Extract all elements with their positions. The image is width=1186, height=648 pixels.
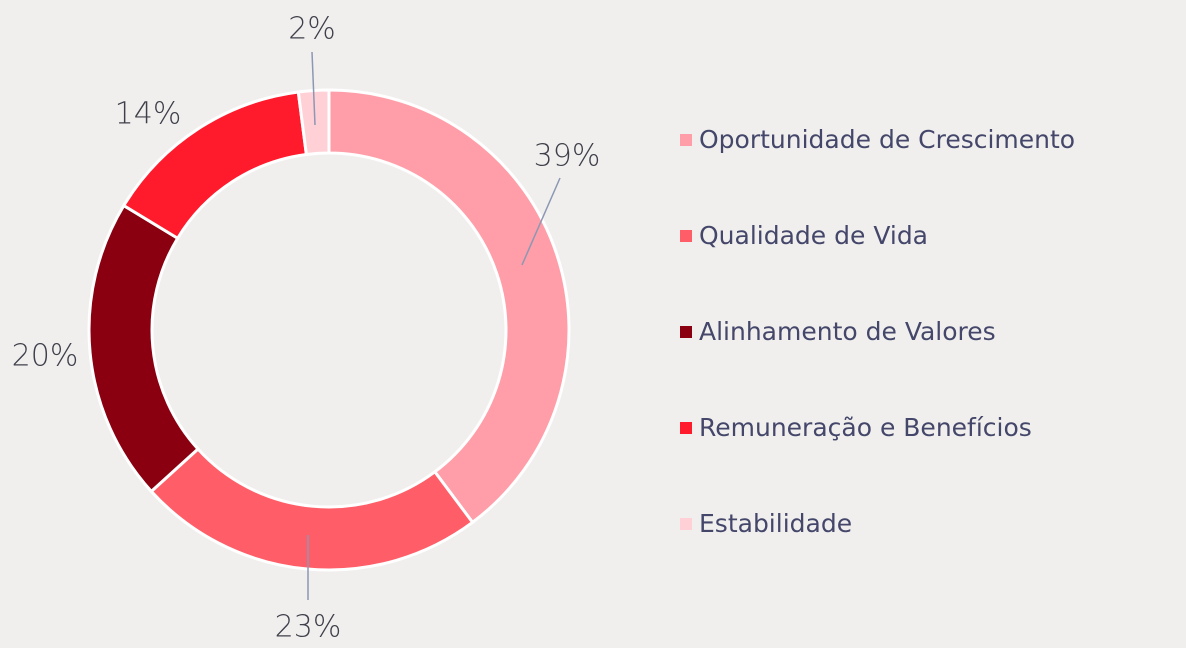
legend-label: Alinhamento de Valores xyxy=(699,317,996,346)
data-label: 14% xyxy=(115,97,182,132)
legend-swatch xyxy=(680,422,692,434)
leader-line xyxy=(311,51,316,126)
slice xyxy=(149,446,475,572)
data-label: 20% xyxy=(12,339,79,374)
slice xyxy=(327,88,571,525)
legend-swatch xyxy=(680,134,692,146)
legend-swatch xyxy=(680,326,692,338)
legend-swatch xyxy=(680,518,692,530)
legend-swatch xyxy=(680,230,692,242)
slices xyxy=(87,88,571,572)
legend-label: Qualidade de Vida xyxy=(699,221,928,250)
legend: Oportunidade de Crescimento Qualidade de … xyxy=(680,125,1075,538)
legend-label: Oportunidade de Crescimento xyxy=(699,125,1075,154)
data-label: 2% xyxy=(288,12,336,47)
leader-line xyxy=(521,177,561,266)
legend-label: Remuneração e Benefícios xyxy=(699,413,1032,442)
slice xyxy=(87,203,201,494)
slice xyxy=(296,88,331,157)
data-labels: 39% 23% 20% 14% 2% xyxy=(12,12,601,645)
data-label: 39% xyxy=(534,139,601,174)
data-label: 23% xyxy=(275,610,342,645)
legend-label: Estabilidade xyxy=(699,509,852,538)
